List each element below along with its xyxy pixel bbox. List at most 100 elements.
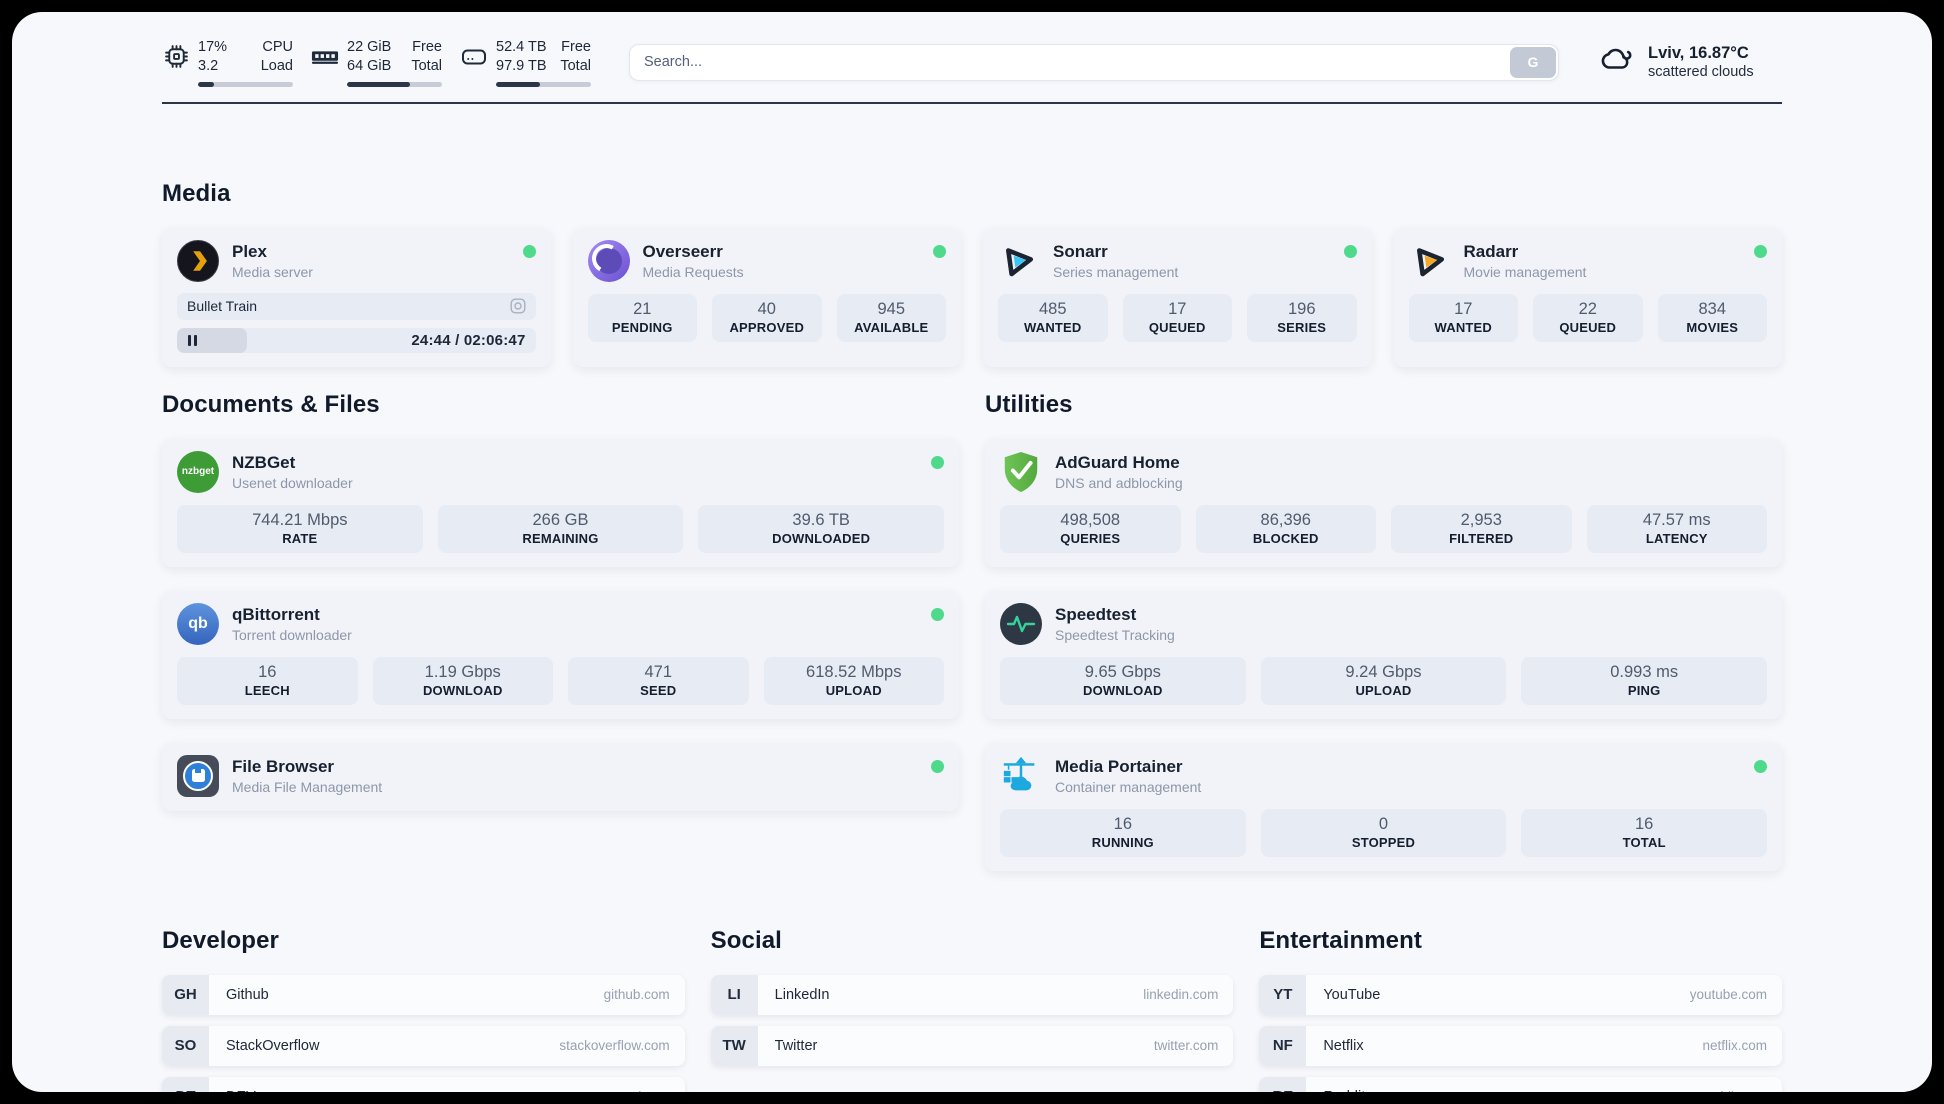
cloud-icon [1597,44,1635,80]
search-engine-button[interactable]: G [1510,46,1556,78]
section-title-social: Social [710,926,782,954]
weather-widget: Lviv, 16.87°C scattered clouds [1597,44,1782,80]
bookmark-github[interactable]: GH Github github.com [162,974,685,1015]
app-card-overseerr[interactable]: Overseerr Media Requests 21 PENDING 40 APP… [572,227,961,367]
app-description-radarr: Movie management [1463,263,1587,280]
app-name-portainer: Media Portainer [1055,756,1183,776]
app-description-filebrowser: Media File Management [232,778,383,795]
bookmark-stackoverflow[interactable]: SO StackOverflow stackoverflow.com [162,1025,685,1066]
stat-queued: 17 QUEUED [1122,293,1232,342]
bookmark-url: reddit.com [1704,1089,1767,1092]
stat-queries: 498,508 QUERIES [1000,504,1181,553]
bookmark-abbr: GH [162,974,209,1015]
stat-rate: 744.21 Mbps RATE [177,504,423,553]
bookmark-abbr: YT [1259,974,1307,1015]
bookmark-url: linkedin.com [1143,987,1219,1003]
disk-total-label: Total [560,57,591,74]
bookmark-name: StackOverflow [226,1037,320,1054]
section-entertainment: Entertainment YT YouTube youtube.com NF … [1259,927,1782,1092]
bookmark-netflix[interactable]: NF Netflix netflix.com [1259,1025,1782,1066]
stat-blocked: 86,396 BLOCKED [1195,504,1376,553]
bookmark-dev[interactable]: DT DEV dev.to [162,1076,685,1092]
stat-total: 16 TOTAL [1521,808,1767,857]
app-card-radarr[interactable]: Radarr Movie management 17 WANTED 22 QUEUE… [1393,227,1782,367]
stat-pending: 21 PENDING [587,293,697,342]
bookmark-url: twitter.com [1153,1038,1219,1054]
stat-leech: 16 LEECH [177,656,358,705]
bookmark-abbr: TW [710,1025,758,1066]
qbittorrent-icon: qb [177,602,219,645]
memory-free-label: Free [412,39,442,55]
disc-icon [510,298,526,314]
bookmark-youtube[interactable]: YT YouTube youtube.com [1259,974,1782,1015]
bookmark-name: Twitter [774,1037,818,1054]
stat-filtered: 2,953 FILTERED [1391,504,1572,553]
app-card-adguard[interactable]: AdGuard Home DNS and adblocking 498,508 Q… [985,438,1782,567]
bookmark-url: stackoverflow.com [559,1038,670,1054]
stat-series: 196 SERIES [1247,293,1357,342]
stat-wanted: 17 WANTED [1408,293,1518,342]
cpu-load-value: 3.2 [198,57,219,74]
section-title-utilities: Utilities [985,390,1073,418]
memory-progress-fill [347,81,410,87]
section-utilities: Utilities AdGuard Home [985,391,1782,871]
app-name-adguard: AdGuard Home [1055,452,1180,472]
bookmark-abbr: LI [710,974,758,1015]
app-card-filebrowser[interactable]: File Browser Media File Management [162,742,959,811]
dashboard-panel: 17% 3.2 CPU Load [12,12,1932,1092]
cpu-progress-fill [198,81,215,87]
now-playing-title: Bullet Train [187,298,258,315]
system-stats: 17% 3.2 CPU Load [162,38,591,87]
bookmark-linkedin[interactable]: LI LinkedIn linkedin.com [710,974,1234,1015]
bookmark-abbr: SO [162,1025,209,1066]
bookmark-url: youtube.com [1689,987,1767,1003]
app-description-speedtest: Speedtest Tracking [1055,626,1175,643]
section-title-media: Media [162,179,231,207]
weather-location-temp: Lviv, 16.87°C [1648,44,1749,63]
search-bar: G [629,43,1559,81]
filebrowser-icon [177,754,219,797]
app-card-plex[interactable]: Plex Media server Bullet Train [162,227,551,367]
app-card-sonarr[interactable]: Sonarr Series management 485 WANTED 17 QUE… [983,227,1372,367]
section-title-documents: Documents & Files [162,390,380,418]
app-name-qbittorrent: qBittorrent [232,604,320,624]
app-description-qbittorrent: Torrent downloader [232,626,352,643]
disk-stat: 52.4 TB 97.9 TB Free Total [460,38,591,87]
sonarr-icon [998,240,1040,282]
app-card-qbittorrent[interactable]: qb qBittorrent Torrent downloader 16 LEEC… [162,590,959,719]
header-divider [162,101,1782,104]
bookmark-reddit[interactable]: RE Reddit reddit.com [1259,1076,1782,1092]
status-online-dot [1754,759,1767,773]
stat-download: 1.19 Gbps DOWNLOAD [372,656,553,705]
status-online-dot [931,759,944,773]
disk-progress-fill [496,81,540,87]
stat-seed: 471 SEED [568,656,749,705]
bookmark-abbr: RE [1259,1076,1307,1092]
memory-total-label: Total [411,57,442,74]
section-developer: Developer GH Github github.com SO StackO… [162,927,685,1092]
status-online-dot [1754,244,1767,258]
stat-upload: 618.52 Mbps UPLOAD [763,656,944,705]
playback-progress-bar: 24:44 / 02:06:47 [177,327,536,353]
app-card-portainer[interactable]: Media Portainer Container management 16 R… [985,742,1782,871]
app-name-speedtest: Speedtest [1055,604,1137,624]
search-input[interactable] [629,43,1559,81]
speedtest-icon [1000,602,1042,645]
app-card-speedtest[interactable]: Speedtest Speedtest Tracking 9.65 Gbps DO… [985,590,1782,719]
bookmark-url: github.com [603,987,670,1003]
memory-free-value: 22 GiB [347,39,392,55]
bookmark-name: Github [226,986,269,1003]
section-title-developer: Developer [162,926,279,954]
app-description-nzbget: Usenet downloader [232,474,353,491]
bookmark-twitter[interactable]: TW Twitter twitter.com [710,1025,1234,1066]
stat-download: 9.65 Gbps DOWNLOAD [1000,656,1246,705]
bookmark-name: Reddit [1323,1089,1365,1092]
stat-approved: 40 APPROVED [712,293,822,342]
bookmark-name: DEV [226,1089,256,1092]
stat-remaining: 266 GB REMAINING [437,504,684,553]
app-card-nzbget[interactable]: nzbget NZBGet Usenet downloader 744.21 M… [162,438,959,567]
app-name-overseerr: Overseerr [642,241,723,261]
disk-total-value: 97.9 TB [496,57,547,74]
pause-icon[interactable] [186,334,198,346]
app-name-sonarr: Sonarr [1053,241,1108,261]
